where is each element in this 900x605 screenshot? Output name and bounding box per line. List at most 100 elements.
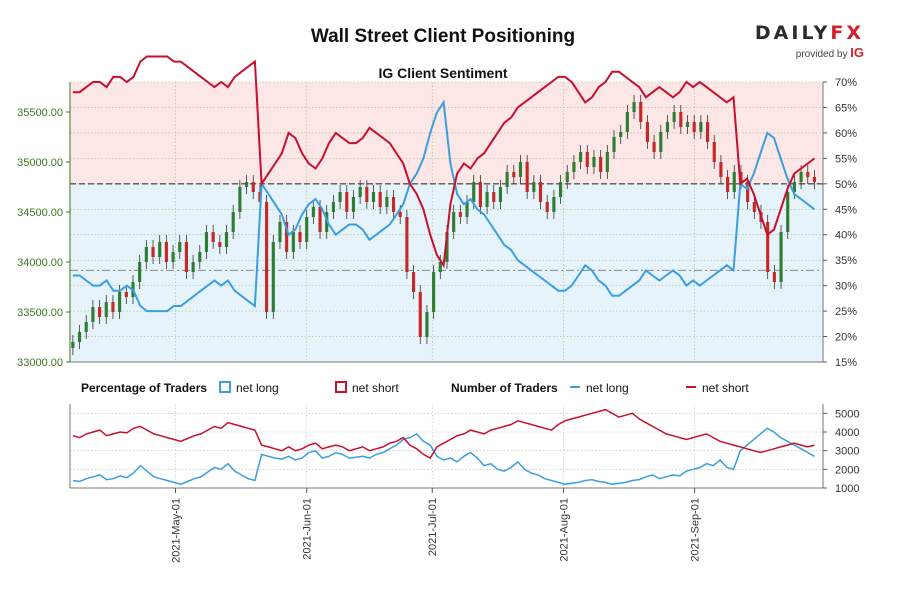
count-axis-tick-label: 1000	[835, 483, 859, 495]
candle-body	[151, 247, 155, 257]
candle-body	[405, 217, 409, 272]
candle-body	[746, 182, 750, 202]
candle-body	[558, 182, 563, 197]
right-axis-tick-label: 25%	[835, 306, 857, 318]
candle-body	[612, 137, 616, 152]
right-axis-tick-label: 15%	[835, 357, 857, 369]
candle-body	[545, 202, 549, 212]
x-axis-tick-label: 2021-Sep-01	[690, 498, 702, 562]
candle-body	[378, 192, 382, 207]
candle-body	[705, 122, 710, 142]
bullish-zone-bg	[70, 183, 823, 362]
candle-body	[345, 192, 349, 212]
candle-body	[438, 262, 442, 272]
candle-body	[138, 262, 142, 282]
right-axis-tick-label: 50%	[835, 179, 857, 191]
price-sentiment-plot: 15% 20% 25% 30% 35% 40% 45% 50% 55% 60% 65% 70% 3300…	[17, 55, 857, 369]
right-axis-tick-label: 45%	[835, 204, 857, 216]
candle-body	[652, 142, 656, 152]
right-axis-tick-label: 35%	[835, 255, 857, 267]
left-axis-tick-label: 35000.00	[17, 157, 63, 169]
count-long-line	[72, 427, 815, 486]
right-axis-tick-label: 30%	[835, 281, 857, 293]
x-axis-tick-label: 2021-Jul-01	[427, 498, 439, 556]
candle-body	[458, 212, 462, 217]
chart-title: IG Client Sentiment	[378, 65, 507, 81]
candle-body	[271, 242, 275, 312]
count-short-line	[72, 408, 815, 460]
candle-body	[739, 172, 743, 182]
candle-body	[291, 232, 295, 252]
count-axis-tick-label: 3000	[835, 446, 859, 458]
candle-body	[672, 112, 676, 122]
dailyfx-logo: DAILYFX provided by IG	[755, 22, 864, 60]
candle-body	[445, 232, 449, 262]
candle-body	[806, 172, 810, 177]
candle-body	[505, 172, 509, 187]
right-axis-tick-label: 65%	[835, 102, 857, 114]
candle-body	[605, 152, 609, 172]
candle-body	[365, 187, 369, 202]
candle-body	[645, 122, 649, 142]
candle-body	[331, 202, 335, 212]
candle-body	[311, 207, 315, 217]
candle-body	[512, 172, 516, 177]
candle-body	[338, 192, 342, 202]
left-axis-tick-label: 33500.00	[17, 307, 63, 319]
candle-body	[358, 187, 362, 197]
candle-body	[118, 292, 122, 312]
pct-long-line	[72, 99, 816, 313]
candle-body	[171, 252, 175, 262]
right-axis-tick-label: 20%	[835, 332, 857, 344]
candle-body	[732, 172, 736, 192]
candle-body	[712, 142, 716, 162]
candle-body	[265, 202, 269, 312]
candle-body	[351, 197, 356, 212]
candle-body	[425, 312, 429, 337]
candle-body	[71, 342, 75, 348]
candle-body	[98, 307, 102, 317]
legend-pct-title: Percentage of Traders	[81, 381, 207, 395]
brand-fx: FX	[830, 22, 864, 44]
candle-body	[452, 212, 456, 232]
candle-body	[191, 262, 195, 272]
candle-body	[599, 157, 603, 172]
candle-body	[665, 122, 670, 132]
candle-body	[244, 182, 249, 187]
candle-body	[632, 102, 636, 112]
brand-provided: provided by	[795, 49, 848, 60]
candle-body	[532, 182, 536, 192]
candle-body	[224, 232, 229, 247]
count-axis-tick-label: 2000	[835, 464, 859, 476]
left-axis-tick-label: 34000.00	[17, 257, 63, 269]
count-axis-tick-label: 5000	[835, 408, 859, 420]
legend-pct-short-label: net short	[352, 381, 399, 395]
legend-num-short-label: net short	[702, 381, 749, 395]
candle-body	[699, 122, 703, 132]
candle-body	[158, 242, 162, 257]
candle-body	[565, 172, 569, 182]
count-axis-tick-label: 4000	[835, 427, 859, 439]
page-title: Wall Street Client Positioning	[311, 26, 575, 47]
candle-body	[719, 162, 723, 177]
brand-daily: DAILY	[754, 22, 831, 44]
candle-body	[619, 132, 623, 137]
candle-body	[278, 222, 282, 242]
candle-body	[792, 182, 796, 192]
candle-body	[398, 212, 402, 217]
legend-pct-short-swatch	[335, 381, 347, 393]
ig-logo: IG	[850, 45, 864, 60]
candle-body	[592, 157, 596, 167]
x-axis-tick-label: 2021-Jun-01	[302, 498, 314, 560]
candle-body	[525, 162, 529, 192]
candle-body	[679, 112, 683, 127]
legend: Percentage of Traders net long net short…	[81, 381, 749, 395]
candle-body	[77, 332, 82, 342]
candle-body	[579, 152, 583, 162]
candle-body	[685, 122, 690, 127]
candle-body	[552, 197, 556, 212]
left-axis-tick-label: 33000.00	[17, 357, 63, 369]
candle-body	[124, 292, 128, 297]
candle-body	[231, 212, 235, 232]
